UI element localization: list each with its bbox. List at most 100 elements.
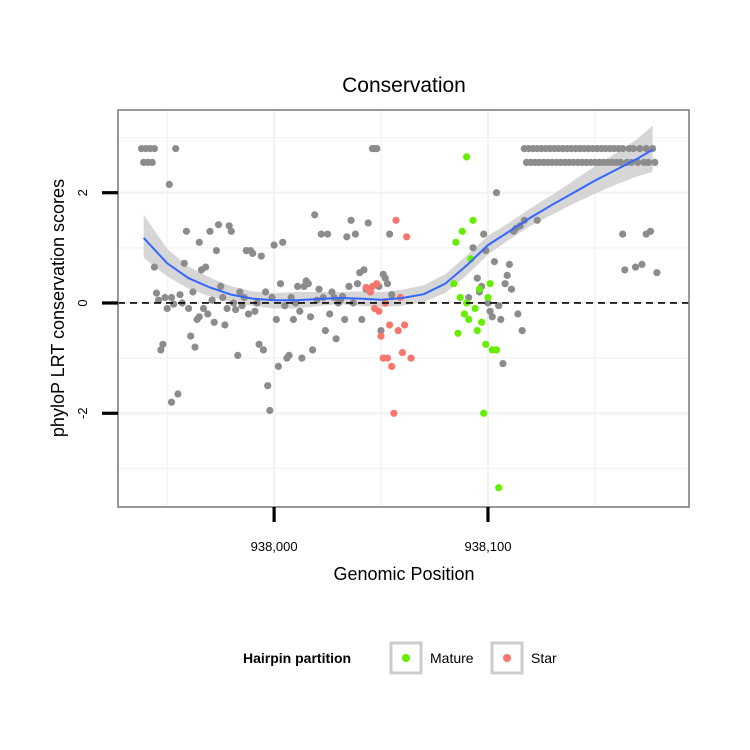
point-star xyxy=(383,354,392,362)
point-gray xyxy=(631,263,640,271)
y-tick-label: 2 xyxy=(75,189,90,196)
point-gray xyxy=(503,271,511,279)
point-gray xyxy=(360,266,368,274)
point-gray xyxy=(155,296,163,304)
point-gray xyxy=(296,307,304,315)
point-gray xyxy=(223,304,231,313)
point-mature xyxy=(475,285,483,293)
point-gray xyxy=(159,340,167,348)
point-gray xyxy=(388,291,396,299)
point-gray xyxy=(274,362,282,370)
point-gray xyxy=(328,288,336,296)
point-gray xyxy=(266,406,274,415)
point-gray xyxy=(257,252,265,260)
point-gray xyxy=(332,335,340,343)
chart-title: Conservation xyxy=(342,74,466,97)
point-gray xyxy=(221,321,229,329)
point-gray xyxy=(298,354,306,362)
point-star xyxy=(375,307,383,315)
point-gray xyxy=(208,296,216,304)
point-mature xyxy=(450,280,458,288)
point-gray xyxy=(180,259,188,267)
point-gray xyxy=(349,299,357,307)
legend-entry-mature: Mature xyxy=(389,641,474,675)
point-gray xyxy=(383,280,392,288)
point-star xyxy=(394,327,402,335)
point-gray xyxy=(533,216,541,224)
point-star xyxy=(392,216,400,224)
point-gray xyxy=(148,158,156,166)
point-gray xyxy=(499,360,507,368)
legend-label-mature: Mature xyxy=(430,650,474,666)
point-star xyxy=(386,321,394,329)
point-mature xyxy=(458,227,466,235)
point-gray xyxy=(172,145,180,153)
point-gray xyxy=(621,266,629,274)
point-gray xyxy=(644,158,653,166)
point-mature xyxy=(471,304,479,313)
point-gray xyxy=(150,145,158,153)
point-gray xyxy=(501,280,509,288)
point-gray xyxy=(343,233,351,241)
legend: Hairpin partition Mature Star xyxy=(243,641,557,675)
point-gray xyxy=(232,306,240,314)
point-star xyxy=(388,362,396,370)
point-gray xyxy=(317,230,325,238)
point-gray xyxy=(319,293,327,302)
point-gray xyxy=(505,260,513,268)
point-gray xyxy=(351,230,359,238)
y-axis: -2 0 2 xyxy=(75,189,118,419)
point-gray xyxy=(191,343,199,351)
smooth-line-group xyxy=(142,148,654,302)
point-gray xyxy=(484,299,492,307)
point-gray xyxy=(364,219,372,227)
panel-border xyxy=(117,109,690,508)
legend-swatch-mature xyxy=(402,654,410,662)
point-gray xyxy=(199,304,208,313)
point-gray xyxy=(244,310,253,318)
point-gray xyxy=(167,398,176,406)
point-gray xyxy=(255,340,263,348)
point-gray xyxy=(324,230,332,238)
y-tick-label: -2 xyxy=(75,407,90,419)
point-mature xyxy=(495,484,503,492)
point-gray xyxy=(646,227,655,235)
point-gray xyxy=(619,145,627,153)
point-star xyxy=(362,283,370,292)
y-tick-label: 0 xyxy=(75,299,90,306)
point-gray xyxy=(238,302,246,310)
point-gray xyxy=(347,216,355,224)
point-gray xyxy=(187,332,195,340)
point-gray xyxy=(281,302,289,310)
point-gray xyxy=(202,263,210,271)
legend-swatch-star xyxy=(503,654,511,662)
point-mature xyxy=(452,238,460,246)
point-gray xyxy=(636,145,644,153)
point-gray xyxy=(315,285,323,293)
point-gray xyxy=(204,310,212,318)
legend-entry-star: Star xyxy=(490,641,557,675)
legend-label-star: Star xyxy=(531,650,557,666)
point-gray xyxy=(289,315,297,324)
point-gray xyxy=(617,158,625,166)
point-mature xyxy=(463,153,471,161)
point-star xyxy=(390,409,398,417)
point-mature xyxy=(484,293,492,302)
point-star xyxy=(407,354,415,362)
point-gray xyxy=(653,269,661,277)
point-gray xyxy=(358,315,366,324)
y-axis-title: phyloP LRT conservation scores xyxy=(48,179,68,437)
point-gray xyxy=(195,238,203,246)
point-star xyxy=(377,332,385,340)
point-gray xyxy=(249,249,257,257)
point-gray xyxy=(251,307,259,315)
point-gray xyxy=(469,244,477,252)
point-gray xyxy=(345,282,353,290)
point-gray xyxy=(176,291,184,299)
point-gray xyxy=(214,221,223,229)
point-gray xyxy=(377,327,385,335)
x-axis: 938,000 938,100 xyxy=(251,507,511,554)
point-gray xyxy=(167,293,176,302)
point-star xyxy=(398,349,406,357)
point-gray xyxy=(309,346,317,354)
